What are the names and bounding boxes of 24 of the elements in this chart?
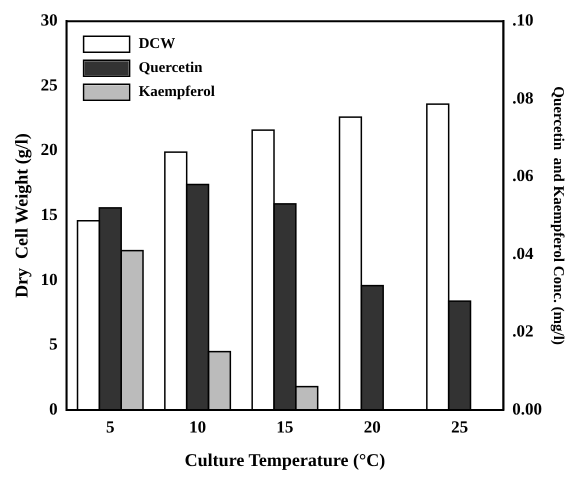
x-tick-label: 20 (364, 418, 381, 437)
y2-tick-label: .04 (512, 244, 534, 263)
x-tick-label: 25 (451, 418, 468, 437)
y2-tick-label: .10 (512, 10, 534, 30)
y-tick-label: 0 (49, 399, 58, 418)
y-tick-label: 15 (40, 204, 58, 224)
y-axis-title: Dry Cell Weight (g/l) (11, 133, 32, 298)
legend-label: Kaempferol (138, 84, 215, 100)
legend-label: Quercetin (138, 60, 204, 76)
y2-tick-label: .02 (512, 322, 534, 341)
x-tick-label: 5 (106, 418, 115, 437)
y2-tick-label: 0.00 (512, 399, 542, 418)
y-tick-label: 5 (49, 334, 58, 354)
y2-axis-title: Quercetin and Kaempferol Conc. (mg/l) (550, 86, 566, 345)
y-tick-label: 30 (40, 10, 58, 30)
y-tick-label: 25 (40, 75, 58, 94)
y-tick-label: 10 (40, 270, 58, 289)
legend-label: DCW (138, 36, 176, 52)
y-tick-label: 20 (40, 140, 58, 160)
x-axis-title: Culture Temperature (°C) (184, 450, 386, 470)
x-tick-label: 10 (189, 418, 206, 437)
x-tick-label: 15 (276, 418, 294, 437)
y2-tick-label: .08 (512, 88, 534, 108)
y2-tick-label: .06 (512, 166, 534, 186)
